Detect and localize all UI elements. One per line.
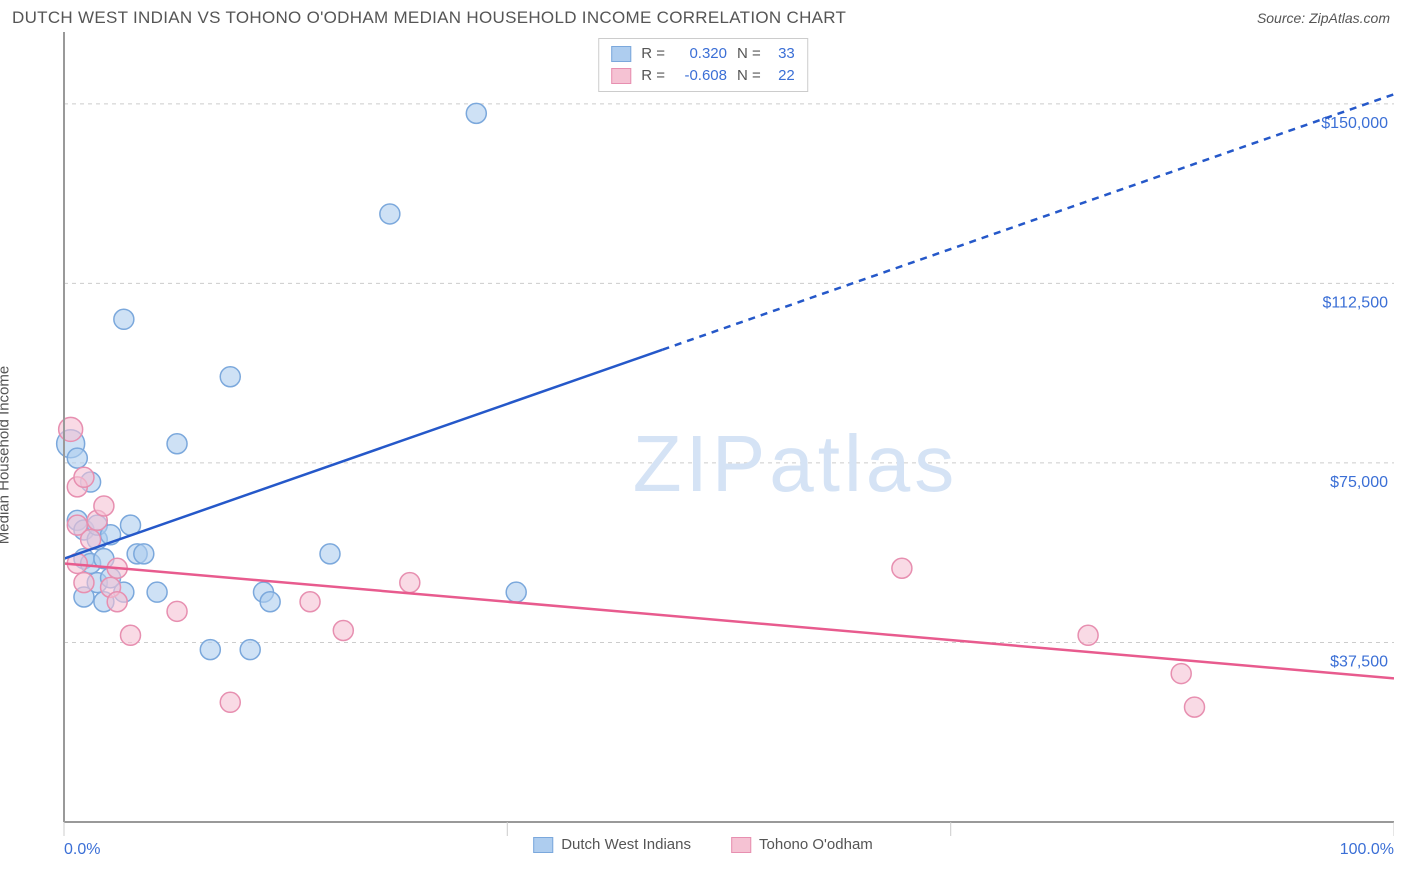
- source-name: ZipAtlas.com: [1309, 10, 1390, 26]
- data-point-tohono: [59, 417, 83, 441]
- n-label: N =: [737, 43, 761, 65]
- scatter-plot: $37,500$75,000$112,500$150,000ZIPatlas0.…: [16, 32, 1394, 877]
- data-point-dutch: [114, 309, 134, 329]
- data-point-dutch: [200, 640, 220, 660]
- data-point-dutch: [260, 592, 280, 612]
- data-point-dutch: [466, 103, 486, 123]
- data-point-dutch: [67, 448, 87, 468]
- r-label: R =: [641, 43, 665, 65]
- regression-line-tohono: [64, 563, 1394, 678]
- correlation-legend: R = 0.320 N = 33 R = -0.608 N = 22: [598, 38, 808, 92]
- data-point-dutch: [506, 582, 526, 602]
- data-point-tohono: [121, 625, 141, 645]
- watermark: ZIPatlas: [633, 419, 958, 508]
- swatch-tohono: [731, 837, 751, 853]
- legend-label-tohono: Tohono O'odham: [759, 836, 873, 853]
- n-value-dutch: 33: [771, 43, 795, 65]
- r-label: R =: [641, 65, 665, 87]
- swatch-dutch: [533, 837, 553, 853]
- y-tick-label: $37,500: [1330, 653, 1388, 670]
- y-tick-label: $112,500: [1322, 294, 1388, 311]
- data-point-dutch: [380, 204, 400, 224]
- data-point-dutch: [147, 582, 167, 602]
- data-point-dutch: [240, 640, 260, 660]
- legend-label-dutch: Dutch West Indians: [561, 836, 691, 853]
- series-legend: Dutch West Indians Tohono O'odham: [533, 836, 873, 853]
- swatch-dutch: [611, 46, 631, 62]
- source-prefix: Source:: [1257, 10, 1309, 26]
- y-axis-title: Median Household Income: [0, 365, 13, 543]
- regression-line-dutch: [64, 350, 663, 559]
- data-point-tohono: [74, 573, 94, 593]
- legend-item-tohono: Tohono O'odham: [731, 836, 873, 853]
- legend-row-tohono: R = -0.608 N = 22: [611, 65, 795, 87]
- data-point-tohono: [167, 601, 187, 621]
- swatch-tohono: [611, 68, 631, 84]
- data-point-tohono: [1171, 664, 1191, 684]
- r-value-dutch: 0.320: [675, 43, 727, 65]
- legend-item-dutch: Dutch West Indians: [533, 836, 691, 853]
- regression-line-dashed-dutch: [663, 94, 1395, 349]
- data-point-dutch: [167, 434, 187, 454]
- chart-source: Source: ZipAtlas.com: [1257, 10, 1390, 26]
- data-point-dutch: [220, 367, 240, 387]
- data-point-dutch: [134, 544, 154, 564]
- data-point-tohono: [333, 620, 353, 640]
- data-point-tohono: [94, 496, 114, 516]
- data-point-tohono: [107, 592, 127, 612]
- data-point-tohono: [1185, 697, 1205, 717]
- r-value-tohono: -0.608: [675, 65, 727, 87]
- data-point-tohono: [1078, 625, 1098, 645]
- data-point-dutch: [320, 544, 340, 564]
- chart-area: Median Household Income $37,500$75,000$1…: [16, 32, 1390, 877]
- chart-header: DUTCH WEST INDIAN VS TOHONO O'ODHAM MEDI…: [0, 0, 1406, 32]
- data-point-tohono: [400, 573, 420, 593]
- legend-row-dutch: R = 0.320 N = 33: [611, 43, 795, 65]
- data-point-tohono: [74, 467, 94, 487]
- x-tick-label: 100.0%: [1340, 841, 1394, 858]
- data-point-tohono: [300, 592, 320, 612]
- data-point-tohono: [220, 692, 240, 712]
- n-label: N =: [737, 65, 761, 87]
- data-point-tohono: [892, 558, 912, 578]
- n-value-tohono: 22: [771, 65, 795, 87]
- y-tick-label: $75,000: [1330, 474, 1388, 491]
- chart-title: DUTCH WEST INDIAN VS TOHONO O'ODHAM MEDI…: [12, 8, 846, 28]
- x-tick-label: 0.0%: [64, 841, 100, 858]
